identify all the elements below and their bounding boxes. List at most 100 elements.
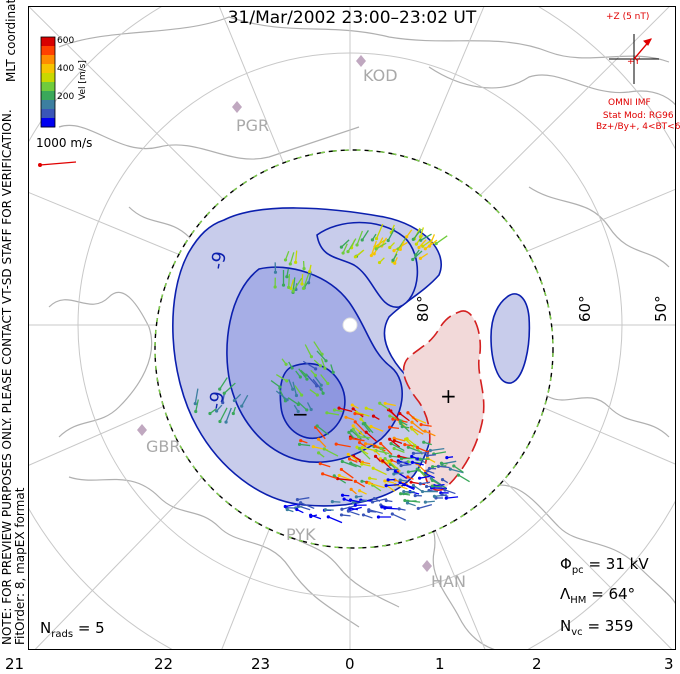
velocity-vector-origin xyxy=(360,479,364,483)
velocity-vector-origin xyxy=(307,270,312,274)
velocity-vector xyxy=(417,446,429,453)
velocity-vector-origin xyxy=(332,408,337,412)
velocity-vector xyxy=(419,475,430,479)
velocity-vector xyxy=(394,437,406,442)
velocity-vector xyxy=(352,428,360,438)
velocity-vector xyxy=(411,421,425,433)
velocity-vector xyxy=(302,360,316,370)
velocity-vector xyxy=(306,374,318,387)
velocity-vector xyxy=(323,448,339,457)
nrads-value: = 5 xyxy=(77,619,105,637)
velocity-vector-origin xyxy=(392,446,396,451)
velocity-vector xyxy=(294,385,303,396)
velocity-vector xyxy=(275,374,288,382)
mlt-tick: 3 xyxy=(664,655,674,673)
velocity-vector xyxy=(292,277,303,292)
velocity-vector-origin xyxy=(350,403,354,407)
velocity-vector-origin xyxy=(371,414,376,418)
velocity-vector-origin xyxy=(430,465,435,469)
velocity-vector-origin xyxy=(383,479,387,483)
colorbar-outline xyxy=(40,36,56,128)
velocity-vector-origin xyxy=(346,509,351,513)
colorbar-tick: 400 xyxy=(57,64,75,74)
velocity-vector xyxy=(419,227,425,237)
velocity-vector-origin xyxy=(311,445,315,449)
velocity-vector-origin xyxy=(406,411,410,415)
velocity-vector-origin xyxy=(334,442,338,446)
velocity-vector-origin xyxy=(319,383,323,387)
velocity-vector-origin xyxy=(322,447,326,451)
velocity-vector-origin xyxy=(300,282,304,286)
velocity-vector-origin xyxy=(351,427,355,431)
velocity-vector xyxy=(342,243,348,254)
velocity-vector-origin xyxy=(423,247,427,251)
velocity-vector xyxy=(375,223,384,239)
pole-marker xyxy=(342,317,358,333)
velocity-vector-origin xyxy=(294,393,299,398)
velocity-vector-origin xyxy=(339,513,344,517)
velocity-vector-origin xyxy=(351,424,355,428)
velocity-vector-origin xyxy=(332,474,336,478)
velocity-vector xyxy=(316,425,329,436)
velocity-vector xyxy=(380,443,393,455)
velocity-vector xyxy=(412,417,427,424)
velocity-vector xyxy=(275,390,288,401)
velocity-vector xyxy=(430,448,445,452)
mlt-tick: 1 xyxy=(435,655,445,673)
colorbar-swatch xyxy=(41,109,55,119)
contour-label: -9 xyxy=(207,249,231,272)
velocity-vector-origin xyxy=(288,262,292,266)
velocity-vector-origin xyxy=(410,454,414,459)
colorbar-swatch xyxy=(41,64,55,74)
velocity-vector-origin xyxy=(309,407,313,412)
map-title: 31/Mar/2002 23:00–23:02 UT xyxy=(227,8,477,28)
velocity-vector-origin xyxy=(360,238,364,242)
velocity-vector-origin xyxy=(222,391,226,395)
velocity-vector-origin xyxy=(414,242,418,246)
velocity-vector xyxy=(375,242,387,250)
velocity-vector-origin xyxy=(353,255,357,259)
velocity-vector-origin xyxy=(432,494,437,499)
velocity-vector xyxy=(350,462,362,468)
velocity-vector-origin xyxy=(369,253,373,258)
velocity-vector-origin xyxy=(373,454,378,458)
colorbar-swatch xyxy=(41,73,55,83)
velocity-vector-origin xyxy=(405,437,409,441)
velocity-vector xyxy=(397,238,406,250)
velocity-vector-origin xyxy=(371,466,375,470)
nvc-value: = 359 xyxy=(587,617,634,635)
velocity-vector-origin xyxy=(346,452,350,457)
velocity-vector-origin xyxy=(316,437,321,441)
velocity-vector-origin xyxy=(361,422,365,426)
velocity-vector-origin xyxy=(398,419,402,423)
velocity-vector-origin xyxy=(403,498,407,503)
velocity-vector-origin xyxy=(392,439,396,443)
velocity-vector-origin xyxy=(316,451,321,455)
velocity-vector-origin xyxy=(386,478,390,482)
radar-count: Nrads = 5 xyxy=(40,619,105,640)
colorbar-swatch xyxy=(41,91,55,101)
mlt-tick: 21 xyxy=(5,655,25,673)
velocity-vector-origin xyxy=(374,236,379,241)
vector-count: Nvc = 359 xyxy=(560,617,633,638)
velocity-vector-origin xyxy=(405,235,409,239)
velocity-vector-origin xyxy=(305,377,309,381)
velocity-vector-origin xyxy=(445,455,449,460)
velocity-vector-origin xyxy=(388,425,392,429)
velocity-vector-origin xyxy=(414,253,418,257)
velocity-vector-origin xyxy=(355,445,359,449)
velocity-vector-origin xyxy=(304,373,308,377)
velocity-vector-origin xyxy=(405,501,410,505)
velocity-vector-origin xyxy=(386,467,390,472)
velocity-vector xyxy=(418,239,427,248)
velocity-vector-origin xyxy=(423,429,427,433)
velocity-vector-origin xyxy=(297,442,302,446)
velocity-vector xyxy=(401,457,415,460)
velocity-vector-origin xyxy=(392,472,396,476)
velocity-vector-origin xyxy=(387,459,391,463)
velocity-vector-origin xyxy=(298,375,302,379)
imf-y-label: +Y xyxy=(627,57,641,67)
velocity-vector-origin xyxy=(443,488,447,492)
velocity-vector xyxy=(336,443,351,448)
velocity-vector xyxy=(369,482,385,489)
